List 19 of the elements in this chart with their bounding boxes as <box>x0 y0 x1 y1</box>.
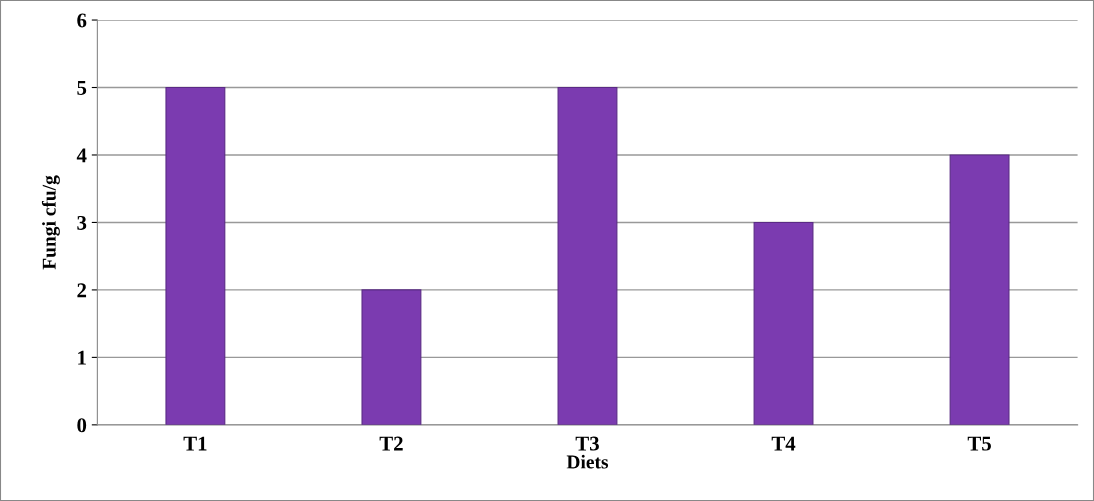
y-axis-title: Fungi cfu/g <box>41 175 60 270</box>
y-tick-label: 2 <box>77 283 87 298</box>
y-tick-label: 1 <box>78 350 86 365</box>
bar <box>165 86 226 425</box>
x-tick-label: T1 <box>183 436 207 451</box>
x-tick-label: T3 <box>575 436 599 451</box>
bar <box>949 154 1010 425</box>
y-tick-label: 3 <box>77 215 87 230</box>
bar <box>557 86 618 425</box>
y-tick-label: 6 <box>77 13 87 28</box>
x-tick-label: T4 <box>771 436 796 451</box>
y-tick-label: 0 <box>77 418 87 433</box>
y-tick-label: 5 <box>77 81 87 95</box>
x-tick-label: T2 <box>379 436 403 451</box>
x-tick-label: T5 <box>967 436 991 451</box>
bar <box>753 221 814 425</box>
bar <box>361 289 422 425</box>
x-axis-title: Diets <box>566 454 609 469</box>
y-tick-label: 4 <box>76 148 87 163</box>
